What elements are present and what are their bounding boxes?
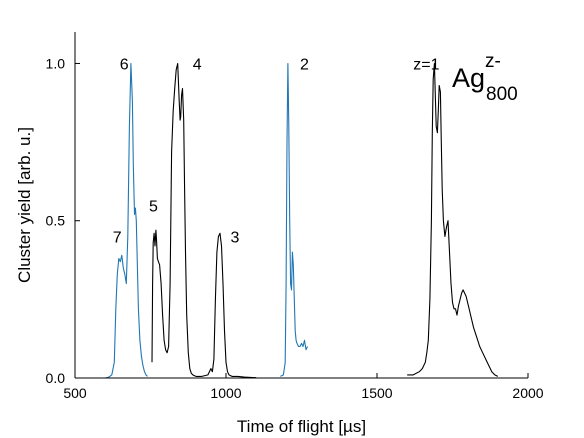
- x-axis-label: Time of flight [µs]: [237, 417, 366, 436]
- x-tick-label: 500: [63, 385, 87, 401]
- series-line-4: [280, 62, 308, 377]
- y-tick-label: 0.0: [46, 370, 66, 386]
- peak-label: 7: [113, 230, 122, 247]
- x-tick-label: 1500: [361, 385, 392, 401]
- series-layer: [105, 62, 499, 379]
- peak-label: 5: [149, 198, 158, 215]
- labels-layer: Time of flight [µs] Cluster yield [arb. u…: [15, 51, 518, 436]
- peak-label: 6: [120, 57, 129, 74]
- series-line-3: [195, 232, 257, 379]
- peak-label: z=1: [413, 57, 439, 74]
- x-tick-label: 2000: [512, 385, 543, 401]
- x-tick-label: 1000: [210, 385, 241, 401]
- y-tick-label: 0.5: [46, 213, 66, 229]
- species-label: Agz-800: [452, 51, 518, 105]
- peak-label: 3: [231, 230, 240, 247]
- peak-label: 2: [300, 57, 309, 74]
- series-line-5: [407, 62, 499, 377]
- y-tick-label: 1.0: [46, 55, 66, 71]
- series-line-1: [105, 62, 148, 379]
- series-line-2: [151, 62, 197, 377]
- axes-layer: 500 1000 1500 2000 0.0 0.5 1.0: [46, 32, 544, 401]
- peak-label: 4: [193, 57, 202, 74]
- y-axis-label: Cluster yield [arb. u.]: [15, 127, 34, 283]
